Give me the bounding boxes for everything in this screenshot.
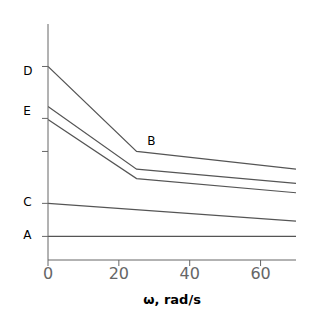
svg-text:E: E [23, 104, 31, 118]
svg-text:40: 40 [180, 264, 200, 283]
svg-text:ω, rad/s: ω, rad/s [143, 292, 201, 307]
svg-text:60: 60 [250, 264, 270, 283]
svg-text:B: B [147, 134, 155, 148]
svg-text:0: 0 [43, 264, 53, 283]
svg-text:A: A [23, 228, 32, 242]
svg-text:C: C [23, 195, 31, 209]
svg-text:D: D [23, 64, 32, 78]
svg-text:20: 20 [109, 264, 129, 283]
